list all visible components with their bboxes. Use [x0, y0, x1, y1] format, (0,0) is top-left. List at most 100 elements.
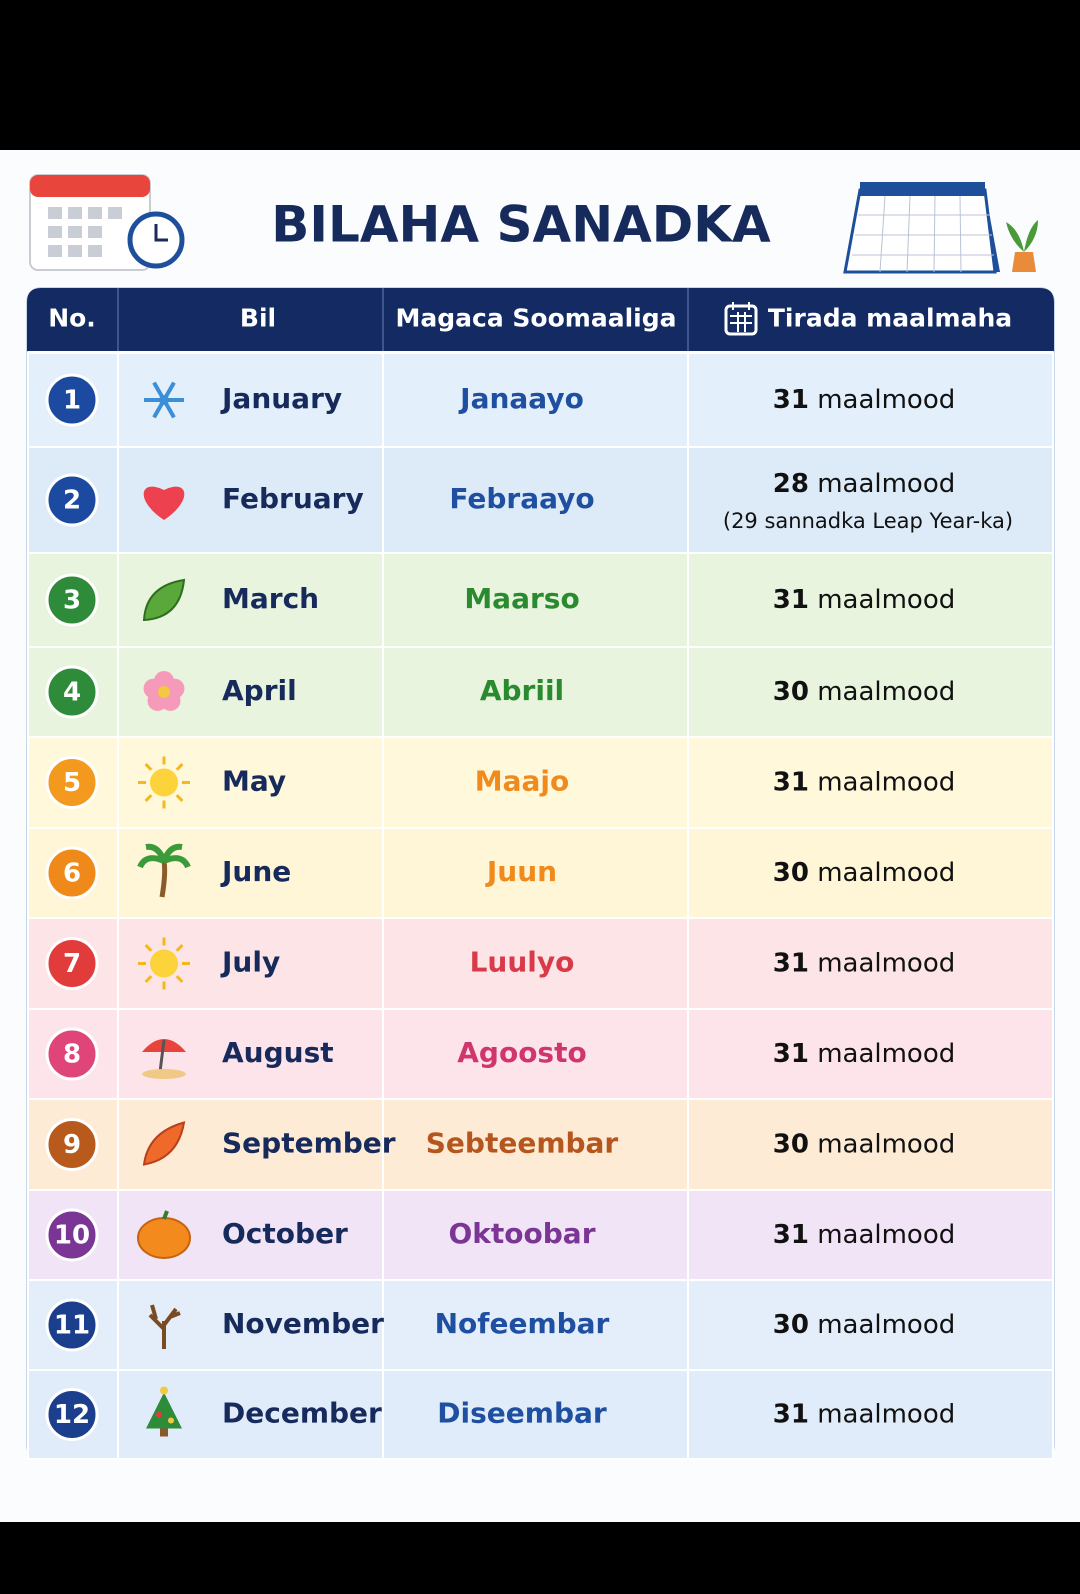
month-icon: [138, 756, 190, 809]
days-text: 31 maalmood: [773, 1039, 956, 1069]
table-row: 5 May Maajo 31 maalmood: [27, 736, 1054, 829]
month-icon: [144, 381, 184, 419]
title: BILAHA SANADKA: [271, 196, 771, 254]
number-badge: [45, 1388, 99, 1441]
icon-part: [162, 1210, 169, 1220]
days-unit: maalmood: [817, 1310, 955, 1340]
number-badge: [45, 756, 99, 809]
row-number: 8: [63, 1040, 81, 1070]
somali-name: Oktoobar: [448, 1217, 595, 1250]
month-icon: [143, 486, 185, 520]
somali-name: Sebteembar: [426, 1127, 619, 1160]
days-count: 31: [773, 948, 809, 978]
month-icon: [142, 1121, 186, 1166]
row-background: [27, 1008, 1054, 1100]
table-row: 4 April Abriil 30 maalmood: [27, 646, 1054, 738]
month-icon: [142, 1039, 186, 1079]
days-count: 31: [773, 1039, 809, 1069]
row-number: 3: [63, 586, 81, 616]
icon-part: [175, 944, 184, 952]
days-unit: maalmood: [817, 1129, 955, 1159]
icon-part: [144, 763, 153, 771]
days-count: 31: [773, 1399, 809, 1429]
month-name: September: [222, 1127, 396, 1160]
icon-part: [158, 1039, 166, 1073]
days-text: 30 maalmood: [773, 1310, 956, 1340]
table-row: 10 October Oktoobar 31 maalmood: [27, 1189, 1054, 1281]
somali-name: Luulyo: [470, 946, 575, 979]
row-number: 4: [63, 678, 81, 708]
icon-part: [160, 1428, 168, 1437]
days-text: 31 maalmood: [773, 585, 956, 615]
month-name: January: [220, 382, 342, 415]
days-count: 31: [773, 1220, 809, 1250]
month-icon: [138, 937, 190, 990]
icon-part: [175, 794, 184, 802]
days-text: 30 maalmood: [773, 677, 956, 707]
days-unit: maalmood: [817, 858, 955, 888]
icon-part: [144, 975, 153, 983]
icon-part: [143, 486, 185, 520]
icon-part: [137, 843, 191, 869]
number-badge: [45, 373, 99, 427]
days-count: 31: [773, 385, 809, 415]
row-background: [27, 446, 1054, 554]
month-name: December: [222, 1397, 382, 1430]
somali-name: Nofeembar: [435, 1307, 610, 1340]
row-number: 5: [63, 768, 81, 798]
row-background: [27, 1098, 1054, 1191]
icon-part: [160, 1386, 168, 1395]
icon-part: [142, 578, 186, 622]
icon-part: [168, 1417, 174, 1424]
row-number: 2: [63, 486, 81, 516]
row-background: [27, 1279, 1054, 1371]
days-text: 30 maalmood: [773, 858, 956, 888]
row-background: [27, 1369, 1054, 1460]
month-name: July: [220, 946, 280, 979]
days-count: 31: [773, 767, 809, 797]
month-name: May: [222, 765, 286, 798]
days-unit: maalmood: [817, 767, 955, 797]
icon-part: [144, 944, 153, 952]
days-unit: maalmood: [817, 1039, 955, 1069]
table-row: 8 August Agoosto 31 maalmood: [27, 1008, 1054, 1100]
days-unit: maalmood: [817, 677, 955, 707]
month-icon: [137, 843, 191, 898]
icon-part: [137, 1217, 191, 1259]
days-text: 30 maalmood: [773, 1129, 956, 1159]
month-icon: [143, 671, 185, 711]
calendar-header-icon: [724, 302, 758, 336]
somali-name: Maarso: [464, 582, 579, 615]
days-unit: maalmood: [817, 469, 955, 499]
icon-part: [150, 949, 178, 978]
row-number: 11: [54, 1311, 90, 1341]
icon-part: [159, 395, 169, 405]
icon-part: [144, 794, 153, 802]
row-number: 10: [54, 1221, 90, 1251]
month-icon: [148, 1304, 181, 1349]
number-badge: [45, 1298, 99, 1352]
days-unit: maalmood: [817, 385, 955, 415]
days-text: 31 maalmood: [773, 948, 956, 978]
row-number: 12: [54, 1400, 90, 1430]
header-cell: Tirada maalmaha: [768, 304, 1012, 333]
calendar-icon-left: [29, 174, 185, 271]
row-background: [27, 827, 1054, 919]
icon-part: [148, 1304, 181, 1349]
somali-name: Janaayo: [458, 382, 584, 415]
days-text: 31 maalmood: [773, 767, 956, 797]
icon-part: [156, 1411, 162, 1418]
table: No. Bil Magaca Soomaaliga Tirada maalmaha 1 J…: [26, 287, 1055, 1460]
days-count: 30: [773, 858, 809, 888]
icon-part: [150, 768, 178, 797]
days-note: (29 sannadka Leap Year-ka): [723, 509, 1013, 533]
days-text: 28 maalmood: [773, 469, 956, 499]
row-number: 1: [63, 386, 81, 416]
somali-name: Agoosto: [457, 1036, 586, 1069]
number-badge: [45, 473, 99, 527]
icon-part: [730, 302, 752, 332]
month-icon: [137, 1210, 191, 1259]
somali-name: Abriil: [480, 674, 564, 707]
days-count: 28: [773, 469, 809, 499]
